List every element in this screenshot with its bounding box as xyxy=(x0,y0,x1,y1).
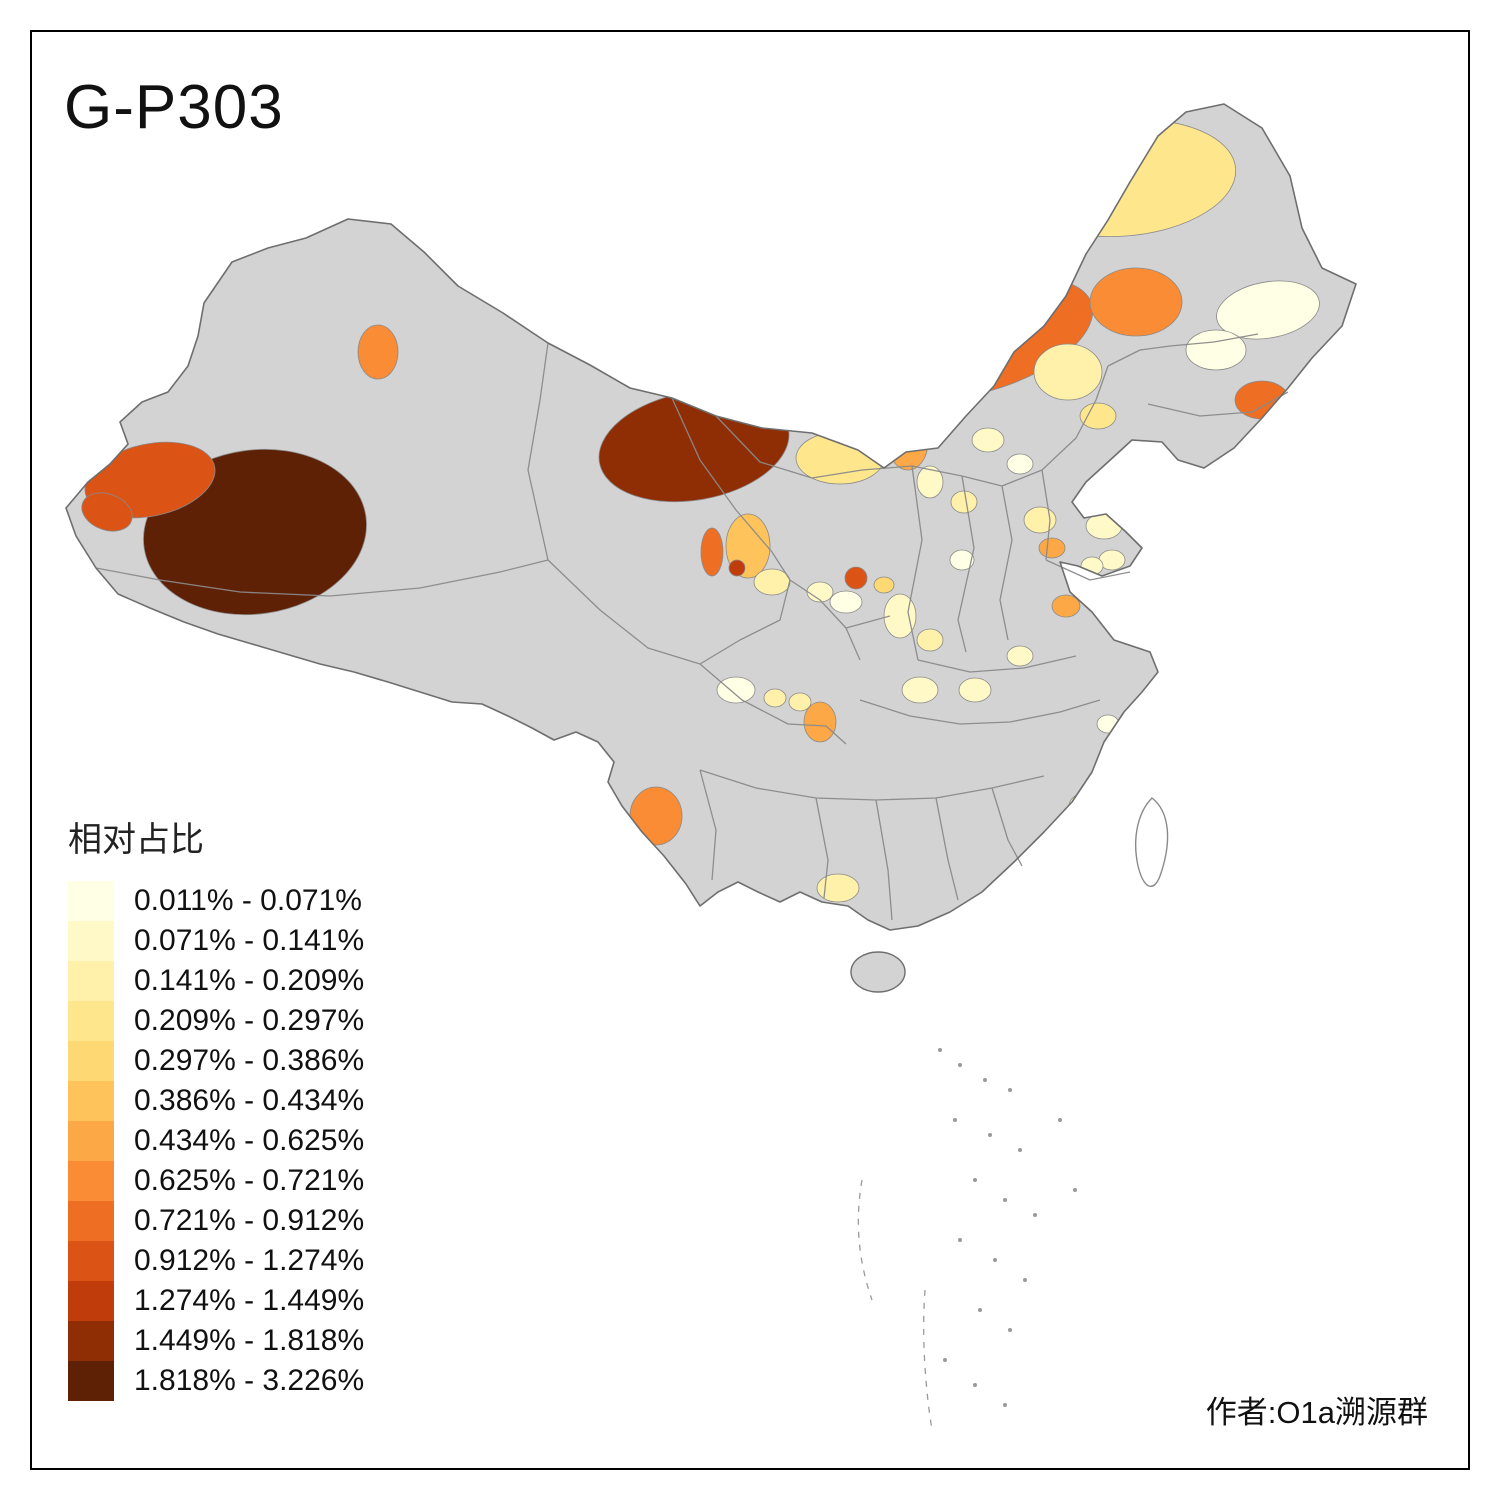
map-region xyxy=(716,676,756,704)
legend-item: 0.011% - 0.071% xyxy=(68,881,488,921)
legend-item: 1.818% - 3.226% xyxy=(68,1361,488,1401)
legend-swatch xyxy=(68,1241,114,1281)
legend-items: 0.011% - 0.071% 0.071% - 0.141% 0.141% - 0… xyxy=(68,881,488,1401)
legend-label: 1.274% - 1.449% xyxy=(134,1284,365,1317)
page-title: G-P303 xyxy=(64,73,284,142)
legend-item: 0.386% - 0.434% xyxy=(68,1081,488,1121)
map-region xyxy=(1079,402,1117,430)
map-region xyxy=(844,566,868,590)
map-region xyxy=(357,324,399,380)
legend-swatch xyxy=(68,1361,114,1401)
map-region xyxy=(949,549,975,571)
legend-label: 0.721% - 0.912% xyxy=(134,1204,365,1237)
legend-swatch xyxy=(68,1321,114,1361)
map-region xyxy=(1006,453,1034,475)
legend-label: 0.011% - 0.071% xyxy=(134,884,362,917)
legend-label: 1.449% - 1.818% xyxy=(134,1324,365,1357)
hainan-island xyxy=(850,951,906,993)
legend-swatch xyxy=(68,921,114,961)
legend-item: 0.721% - 0.912% xyxy=(68,1201,488,1241)
map-region xyxy=(873,576,895,594)
map-region xyxy=(1033,343,1103,401)
map-region xyxy=(81,492,133,532)
image-frame xyxy=(30,30,1470,1470)
legend-swatch xyxy=(68,1201,114,1241)
map-region xyxy=(1006,645,1034,667)
map-region xyxy=(916,628,944,652)
legend-item: 1.449% - 1.818% xyxy=(68,1321,488,1361)
legend-swatch xyxy=(68,1041,114,1081)
map-region xyxy=(1185,329,1247,371)
legend-item: 0.209% - 0.297% xyxy=(68,1001,488,1041)
legend-swatch xyxy=(68,1081,114,1121)
map-region xyxy=(958,677,992,703)
legend-swatch xyxy=(68,961,114,1001)
map-region xyxy=(763,688,787,708)
taiwan-island xyxy=(1135,797,1169,887)
mainland-base xyxy=(66,104,1356,930)
legend-swatch xyxy=(68,881,114,921)
legend-item: 0.071% - 0.141% xyxy=(68,921,488,961)
map-region xyxy=(883,593,917,639)
map-region xyxy=(1023,506,1057,534)
map-region xyxy=(1051,594,1081,618)
legend-item: 0.912% - 1.274% xyxy=(68,1241,488,1281)
south-china-sea-islets xyxy=(938,1048,1077,1407)
legend-label: 1.818% - 3.226% xyxy=(134,1364,365,1397)
legend-swatch xyxy=(68,1001,114,1041)
mainland-outline xyxy=(65,103,1357,931)
province-borders xyxy=(95,333,1289,921)
map-region xyxy=(1089,267,1183,337)
map-region xyxy=(788,692,812,712)
legend-item: 0.141% - 0.209% xyxy=(68,961,488,1001)
legend-label: 0.625% - 0.721% xyxy=(134,1164,365,1197)
legend-item: 0.625% - 0.721% xyxy=(68,1161,488,1201)
map-region xyxy=(829,590,863,614)
legend-label: 0.912% - 1.274% xyxy=(134,1244,365,1277)
map-region xyxy=(916,465,944,499)
map-region xyxy=(901,676,939,704)
map-region xyxy=(728,559,746,577)
legend-label: 0.141% - 0.209% xyxy=(134,964,365,997)
legend-label: 0.209% - 0.297% xyxy=(134,1004,365,1037)
legend-label: 0.434% - 0.625% xyxy=(134,1124,365,1157)
map-region xyxy=(816,873,860,903)
legend-item: 0.297% - 0.386% xyxy=(68,1041,488,1081)
author-credit: 作者:O1a溯源群 xyxy=(1205,1395,1428,1430)
legend-item: 0.434% - 0.625% xyxy=(68,1121,488,1161)
map-region xyxy=(803,701,837,743)
legend-title: 相对占比 xyxy=(68,821,204,859)
legend-swatch xyxy=(68,1161,114,1201)
legend-swatch xyxy=(68,1121,114,1161)
legend-swatch xyxy=(68,1281,114,1321)
map-region xyxy=(1038,537,1066,559)
legend: 相对占比 0.011% - 0.071% 0.071% - 0.141% 0.141… xyxy=(68,812,488,1401)
legend-label: 0.386% - 0.434% xyxy=(134,1084,365,1117)
legend-label: 0.071% - 0.141% xyxy=(134,924,365,957)
legend-label: 0.297% - 0.386% xyxy=(134,1044,365,1077)
map-region xyxy=(971,427,1005,453)
map-region xyxy=(700,527,724,577)
map-region xyxy=(1216,280,1320,340)
coastline-dashes xyxy=(857,1179,933,1431)
legend-item: 1.274% - 1.449% xyxy=(68,1281,488,1321)
